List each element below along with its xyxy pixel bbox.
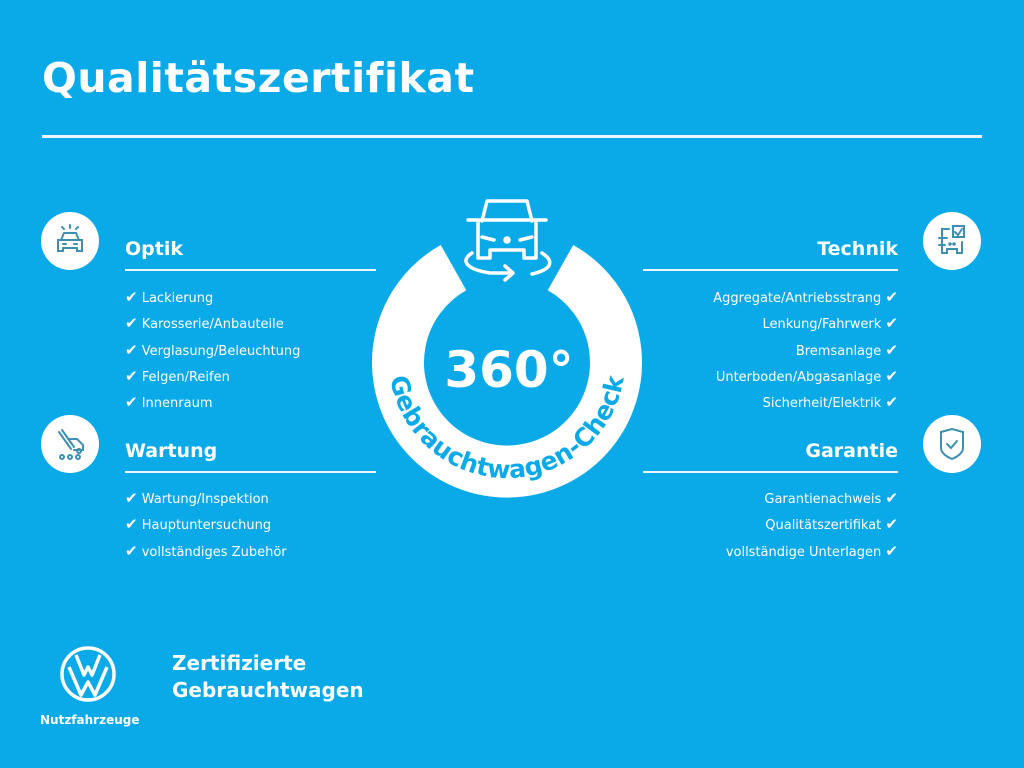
list-item: vollständige Unterlagen ✔ [725,541,898,560]
check-icon: ✔ [125,515,138,534]
list-item: ✔ Verglasung/Beleuchtung [125,340,301,359]
list-item: Sicherheit/Elektrik ✔ [762,393,898,412]
badge-value: 360° [444,341,573,399]
list-item: ✔ Hauptuntersuchung [125,515,272,534]
list-item: Bremsanlage ✔ [795,340,898,359]
list-item: ✔ Felgen/Reifen [125,366,230,385]
section-heading-technik: Technik [817,238,898,260]
check-icon: ✔ [885,393,898,412]
check-icon: ✔ [125,366,138,385]
check-icon: ✔ [885,340,898,359]
title-divider [42,135,982,138]
list-item: ✔ Lackierung [125,288,214,306]
garantie-list: Garantienachweis ✔ Qualitätszertifikat ✔… [726,486,898,565]
section-heading-wartung: Wartung [125,440,218,462]
check-icon: ✔ [125,393,138,412]
vw-logo [60,646,116,702]
check-icon: ✔ [885,489,898,507]
check-icon: ✔ [885,314,898,333]
check-icon: ✔ [125,314,138,333]
optik-underline [125,269,376,271]
section-heading-optik: Optik [125,238,183,260]
page-title: Qualitätszertifikat [42,54,475,102]
car-lights-icon [41,212,99,270]
list-item: ✔ Innenraum [125,393,213,412]
list-item: Garantienachweis ✔ [764,489,898,507]
wartung-underline [125,471,376,473]
list-item: ✔ vollständiges Zubehör [125,541,287,560]
technik-list: Aggregate/Antriebsstrang ✔ Lenkung/Fahrw… [713,285,898,416]
list-item: Qualitätszertifikat ✔ [765,515,898,534]
list-item: Lenkung/Fahrwerk ✔ [762,314,898,333]
badge-ring [372,244,642,498]
check-icon: ✔ [125,489,138,507]
list-item: Aggregate/Antriebsstrang ✔ [713,288,898,306]
garantie-underline [643,471,898,473]
check-icon: ✔ [885,288,898,306]
shield-check-icon [923,415,981,473]
list-item: ✔ Karosserie/Anbauteile [125,314,284,333]
check-icon: ✔ [885,515,898,534]
brand-text: Zertifizierte Gebrauchtwagen [172,651,364,702]
optik-list: ✔ Lackierung ✔ Karosserie/Anbauteile ✔ V… [125,285,300,416]
list-item: Unterboden/Abgasanlage ✔ [715,366,898,385]
check-icon: ✔ [125,340,138,359]
car-checklist-icon [923,212,981,270]
section-heading-garantie: Garantie [805,440,898,462]
check-icon: ✔ [125,541,138,560]
list-item: ✔ Wartung/Inspektion [125,489,269,507]
wartung-list: ✔ Wartung/Inspektion ✔ Hauptuntersuchung… [125,486,287,565]
technik-underline [643,269,898,271]
check-icon: ✔ [885,366,898,385]
check-icon: ✔ [885,541,898,560]
service-tools-icon [41,415,99,473]
logo-caption: Nutzfahrzeuge [40,713,140,727]
car-rotate-icon [464,199,552,282]
check-icon: ✔ [125,288,138,306]
